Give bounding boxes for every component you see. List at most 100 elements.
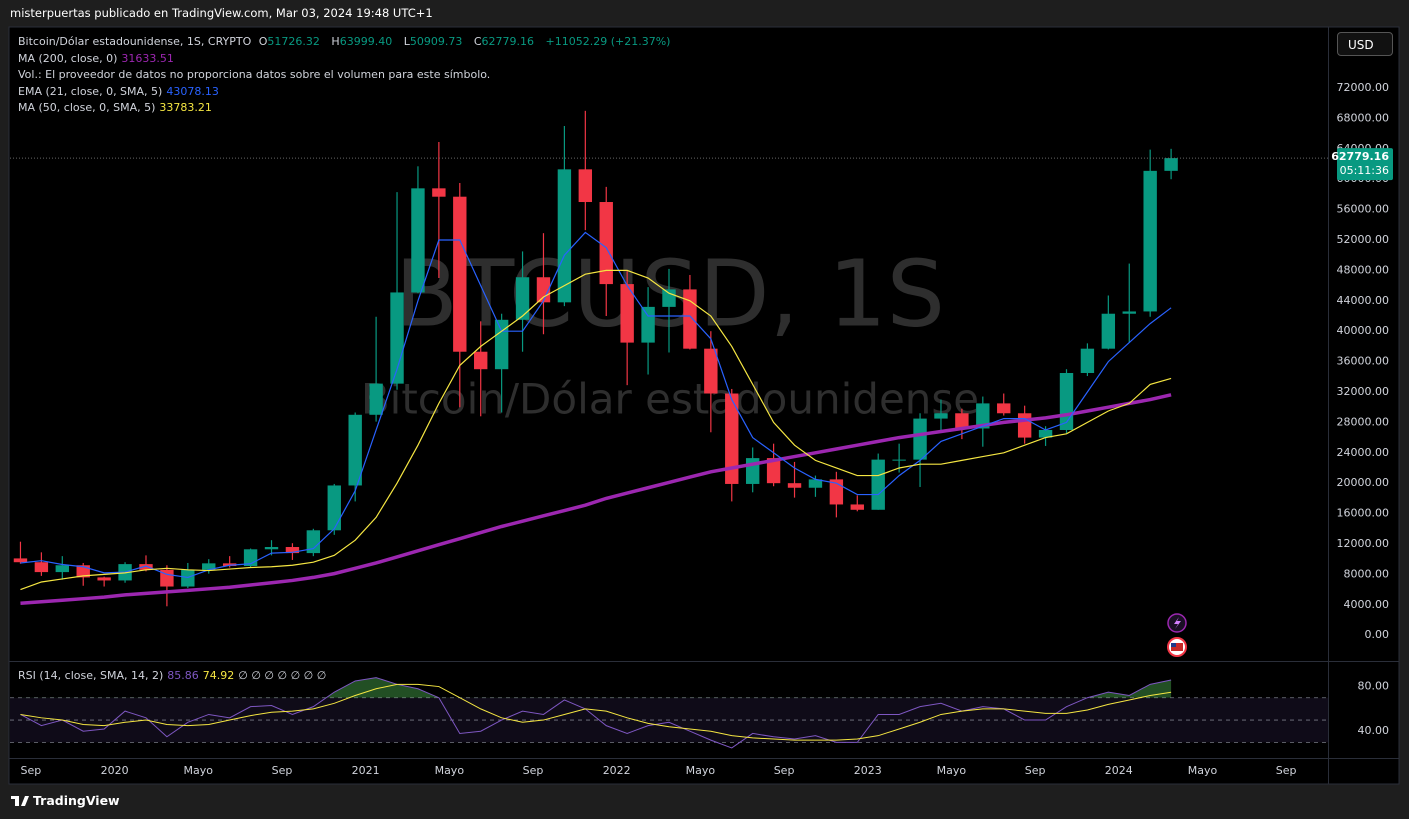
y-tick-label: 56000.00 bbox=[1337, 203, 1390, 216]
ma-line bbox=[20, 269, 1172, 591]
y-tick-label: 40000.00 bbox=[1337, 324, 1390, 337]
currency-button[interactable]: USD bbox=[1337, 32, 1393, 56]
ohlc-item: L50909.73 bbox=[404, 35, 467, 48]
candle-body bbox=[34, 562, 49, 573]
candle-body bbox=[725, 393, 739, 484]
flag-glyph bbox=[1171, 643, 1183, 651]
candle-body bbox=[1122, 311, 1136, 314]
y-tick-label: 12000.00 bbox=[1337, 537, 1390, 550]
candle-body bbox=[683, 289, 697, 349]
x-tick-label: Mayo bbox=[1188, 764, 1218, 777]
x-tick-label: 2020 bbox=[101, 764, 129, 777]
symbol-title: Bitcoin/Dólar estadounidense, 1S, CRYPTO bbox=[18, 35, 252, 48]
tv-logo bbox=[11, 796, 29, 806]
candle-body bbox=[285, 547, 300, 554]
rsi-ma-value: 74.92 bbox=[202, 669, 235, 682]
candle-body bbox=[474, 351, 488, 370]
candle-body bbox=[871, 459, 885, 510]
candle-body bbox=[934, 413, 948, 419]
candle-body bbox=[1038, 429, 1053, 438]
x-tick-label: Sep bbox=[1276, 764, 1297, 777]
candle-body bbox=[202, 563, 216, 570]
candle-body bbox=[997, 403, 1011, 414]
candle-body bbox=[808, 479, 823, 488]
x-tick-label: 2023 bbox=[854, 764, 882, 777]
ohlc-value: 50909.73 bbox=[409, 35, 463, 48]
y-tick-label: 32000.00 bbox=[1337, 385, 1390, 398]
lightning-glyph bbox=[1174, 617, 1181, 629]
candle-body bbox=[139, 564, 153, 570]
x-tick-label: Sep bbox=[774, 764, 795, 777]
x-tick-label: Sep bbox=[272, 764, 293, 777]
rsi-pane: 80.00 40.00 Sep 2020 Mayo Sep 2021 Mayo Sep 2022 M… bbox=[10, 677, 1390, 777]
candle-body bbox=[369, 383, 383, 415]
ma-line bbox=[20, 231, 1172, 579]
candle-body bbox=[599, 202, 613, 285]
candle-body bbox=[536, 277, 551, 303]
ohlc-key: H bbox=[331, 35, 340, 48]
y-tick-label: 48000.00 bbox=[1337, 263, 1390, 276]
ohlc-item: H63999.40 bbox=[331, 35, 396, 48]
ohlc-key: C bbox=[473, 35, 482, 48]
candle-body bbox=[766, 458, 781, 484]
indicator-name: EMA (21, close, 0, SMA, 5) bbox=[18, 84, 163, 98]
flag-canton bbox=[1171, 643, 1176, 647]
x-tick-label: Mayo bbox=[937, 764, 967, 777]
candle-body bbox=[432, 188, 446, 197]
x-tick-label: 2021 bbox=[352, 764, 380, 777]
price-tag-value: 62779.16 bbox=[1331, 150, 1389, 163]
candle-body bbox=[1017, 413, 1032, 438]
ohlc-key: O bbox=[258, 35, 268, 48]
indicator-name: MA (50, close, 0, SMA, 5) bbox=[18, 101, 156, 115]
x-tick-label: Mayo bbox=[435, 764, 465, 777]
rsi-value: 85.86 bbox=[167, 669, 199, 682]
rsi-line bbox=[20, 677, 1172, 749]
ohlc-key: L bbox=[403, 35, 410, 48]
y-tick-label: 80.00 bbox=[1358, 680, 1390, 693]
indicator-value: 31633.51 bbox=[121, 51, 174, 65]
legend-row: Vol.: El proveedor de datos no proporcio… bbox=[18, 67, 674, 84]
y-tick-label: 52000.00 bbox=[1337, 233, 1390, 246]
y-tick-label: 16000.00 bbox=[1337, 507, 1390, 520]
candle-body bbox=[955, 413, 969, 429]
price-tag bbox=[1337, 148, 1393, 181]
candle-body bbox=[306, 530, 321, 554]
candle-body bbox=[181, 569, 195, 587]
candle-body bbox=[348, 414, 362, 486]
change: +11052.29 (+21.37%) bbox=[545, 35, 671, 48]
candle-body bbox=[97, 577, 111, 581]
ohlc-value: 51726.32 bbox=[267, 35, 320, 48]
candle-body bbox=[976, 403, 990, 429]
candle-body bbox=[850, 504, 864, 510]
rsi-legend: RSI (14, close, SMA, 14, 2) 85.86 74.92 ∅ ∅… bbox=[18, 668, 330, 685]
y-tick-label: 0.00 bbox=[1365, 628, 1390, 641]
candle-body bbox=[13, 558, 28, 563]
candle-body bbox=[411, 188, 425, 293]
indicator-name: MA (200, close, 0) bbox=[18, 51, 118, 65]
candle-body bbox=[620, 284, 634, 343]
x-tick-label: Sep bbox=[21, 764, 42, 777]
candle-body bbox=[704, 348, 718, 394]
overbought-fill bbox=[326, 677, 1172, 698]
candle-body bbox=[160, 569, 174, 587]
x-tick-label: Sep bbox=[523, 764, 544, 777]
candle-body bbox=[1143, 170, 1157, 312]
main-pane: 0.00 4000.00 8000.00 12000.00 16000.00 20000.… bbox=[10, 81, 1393, 641]
y-tick-label: 8000.00 bbox=[1344, 567, 1390, 580]
indicator-value: 33783.21 bbox=[159, 101, 212, 115]
candle-body bbox=[578, 169, 593, 203]
publisher-line: misterpuertas publicado en TradingView.c… bbox=[10, 6, 433, 20]
candle-body bbox=[787, 483, 802, 488]
candle-body bbox=[1164, 158, 1178, 171]
y-tick-label: 4000.00 bbox=[1344, 598, 1390, 611]
na-markers: ∅ ∅ ∅ ∅ ∅ ∅ ∅ bbox=[238, 669, 327, 682]
y-tick-label: 68000.00 bbox=[1337, 111, 1390, 124]
x-tick-label: 2022 bbox=[603, 764, 631, 777]
ohlc-value: 62779.16 bbox=[481, 35, 535, 48]
ohlc-item: O51726.32 bbox=[259, 35, 324, 48]
brand: TradingView bbox=[33, 793, 120, 808]
y-tick-label: 40.00 bbox=[1358, 724, 1390, 737]
candle-body bbox=[453, 196, 467, 352]
